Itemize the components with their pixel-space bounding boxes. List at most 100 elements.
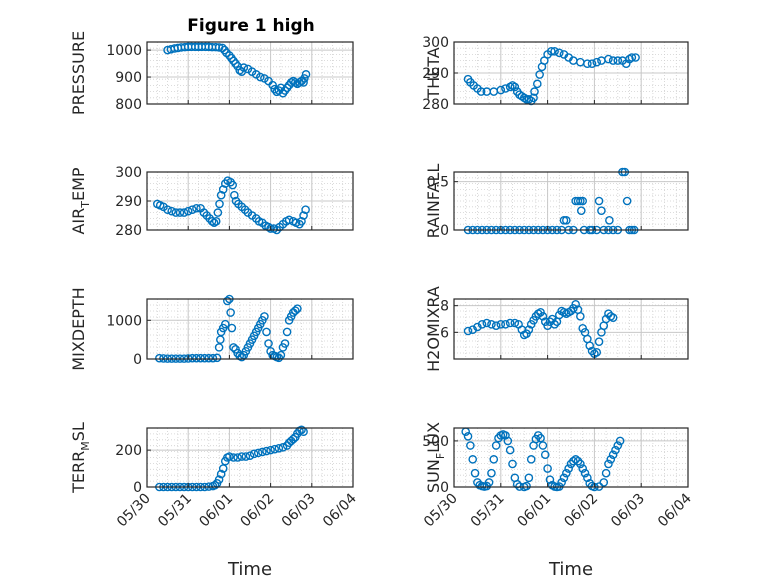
- data-point: [491, 441, 501, 450]
- data-point: [192, 353, 201, 363]
- data-point: [592, 57, 602, 67]
- data-point: [274, 443, 284, 453]
- data-point: [476, 87, 486, 96]
- data-point: [597, 206, 606, 215]
- data-point: [218, 185, 228, 194]
- data-point: [522, 481, 531, 491]
- data-point: [229, 453, 238, 462]
- data-point: [226, 308, 235, 317]
- axes-box: [146, 427, 354, 488]
- data-point: [245, 451, 255, 460]
- data-point: [218, 464, 228, 473]
- data-point: [210, 480, 220, 490]
- data-point: [171, 208, 181, 217]
- data-point: [299, 78, 308, 87]
- data-point: [218, 43, 227, 53]
- data-point: [270, 444, 280, 454]
- data-point: [550, 47, 559, 56]
- x-tick-label: 06/03: [279, 491, 319, 531]
- data-point: [214, 475, 224, 484]
- axes-box: [453, 171, 689, 231]
- data-point: [215, 199, 224, 209]
- data-point: [301, 205, 310, 214]
- data-point: [578, 196, 588, 206]
- data-point: [297, 216, 306, 226]
- data-point: [477, 320, 487, 329]
- data-point: [583, 473, 592, 483]
- data-point: [613, 56, 623, 65]
- data-point: [547, 47, 556, 56]
- data-point: [599, 478, 609, 487]
- data-point: [538, 312, 548, 321]
- y-tick-label: 0: [440, 223, 449, 239]
- data-point: [223, 296, 232, 306]
- data-point: [268, 80, 277, 90]
- x-tick-label: 06/04: [655, 490, 695, 530]
- data-point: [501, 431, 510, 440]
- data-point: [530, 87, 539, 96]
- y-axis-label: SUNFLUX: [424, 422, 447, 493]
- y-tick-label: 280: [422, 97, 449, 113]
- data-point: [571, 300, 580, 309]
- data-point: [282, 327, 292, 337]
- data-point: [233, 453, 242, 462]
- figure-title: Figure 1 high: [187, 16, 315, 36]
- data-point: [468, 325, 478, 334]
- data-point: [216, 190, 226, 200]
- data-point: [214, 343, 224, 352]
- y-tick-label: 290: [422, 66, 449, 82]
- data-point: [592, 348, 602, 357]
- data-point: [473, 322, 482, 332]
- y-tick-label: 280: [115, 223, 142, 239]
- data-point: [594, 196, 604, 206]
- data-point: [576, 206, 586, 215]
- data-point: [538, 441, 548, 450]
- data-point: [262, 446, 271, 456]
- data-point: [503, 436, 513, 446]
- data-point: [237, 352, 247, 362]
- data-point: [209, 218, 219, 228]
- data-point: [211, 216, 221, 226]
- data-point: [547, 314, 557, 324]
- y-tick-label: 0: [133, 480, 142, 496]
- data-point: [496, 85, 506, 95]
- data-point: [237, 452, 247, 461]
- data-point: [255, 72, 265, 82]
- data-point: [204, 353, 214, 363]
- y-axis-label: MIXDEPTH: [69, 287, 88, 370]
- data-point: [557, 478, 566, 487]
- data-point: [508, 459, 517, 469]
- y-axis-label: AIRTEMP: [69, 167, 92, 234]
- data-point: [510, 82, 520, 92]
- x-tick-label: 06/04: [320, 490, 360, 530]
- data-point: [288, 434, 298, 444]
- data-point: [512, 479, 522, 489]
- terr-msl-chart: 0 200 05/30 05/31 06/01 06/02 06/03 06/04 Time TE…: [69, 422, 360, 580]
- data-point: [555, 48, 564, 58]
- x-tick-label: 06/03: [608, 491, 648, 531]
- data-point: [583, 59, 592, 69]
- data-point: [559, 473, 569, 483]
- y-axis-label: PRESSURE: [69, 31, 88, 115]
- x-tick-label: 05/30: [421, 491, 461, 531]
- data-point: [564, 464, 573, 473]
- data-point: [505, 445, 515, 455]
- data-point: [286, 78, 296, 87]
- data-point: [188, 353, 197, 363]
- data-point: [608, 313, 618, 322]
- data-point: [631, 53, 640, 62]
- data-point: [484, 478, 494, 487]
- data-point: [543, 464, 552, 473]
- data-point: [293, 304, 302, 313]
- data-point: [207, 216, 217, 226]
- x-tick-label: 06/01: [515, 491, 555, 531]
- data-point: [606, 455, 616, 464]
- data-point: [466, 441, 475, 450]
- data-point: [155, 353, 164, 363]
- data-point: [524, 325, 534, 334]
- data-point: [196, 353, 205, 363]
- data-point: [587, 346, 597, 356]
